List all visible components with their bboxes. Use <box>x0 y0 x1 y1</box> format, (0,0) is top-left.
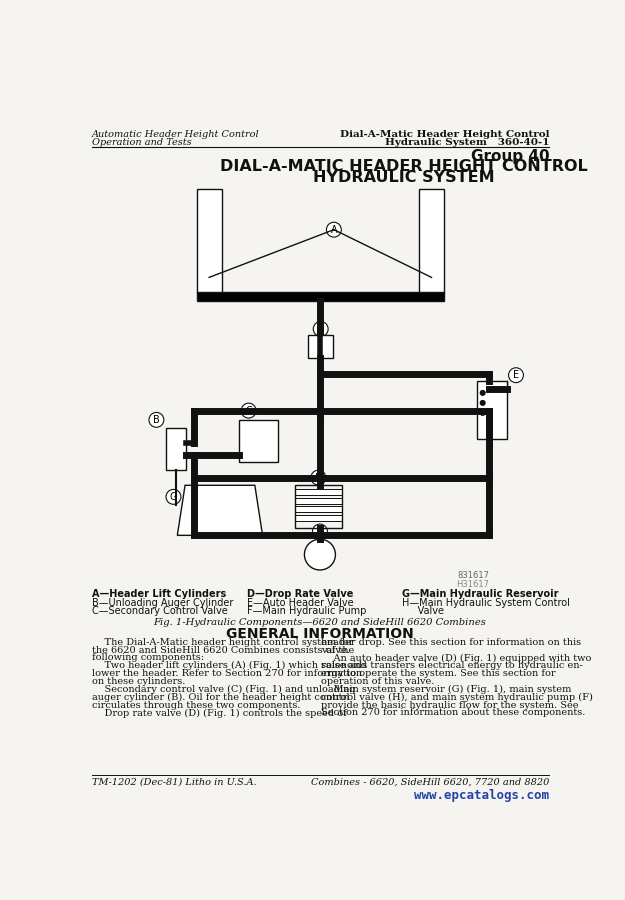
Bar <box>295 498 342 504</box>
Text: H: H <box>315 472 322 482</box>
Text: operation of this valve.: operation of this valve. <box>321 677 434 686</box>
Text: Automatic Header Height Control: Automatic Header Height Control <box>92 130 260 139</box>
Text: C—Secondary Control Valve: C—Secondary Control Valve <box>92 607 228 616</box>
Text: H—Main Hydraulic System Control: H—Main Hydraulic System Control <box>402 598 570 608</box>
Text: The Dial-A-Matic header height control system for: The Dial-A-Matic header height control s… <box>92 638 354 647</box>
Text: F: F <box>317 526 322 536</box>
Text: valve.: valve. <box>321 645 349 654</box>
Bar <box>295 485 342 527</box>
Text: auger cylinder (B). Oil for the header height control: auger cylinder (B). Oil for the header h… <box>92 693 350 702</box>
Bar <box>239 419 278 463</box>
Text: B—Unloading Auger Cylinder: B—Unloading Auger Cylinder <box>92 598 234 608</box>
Text: DIAL-A-MATIC HEADER HEIGHT CONTROL: DIAL-A-MATIC HEADER HEIGHT CONTROL <box>220 158 588 174</box>
Text: circulates through these two components.: circulates through these two components. <box>92 700 301 709</box>
Text: control valve (H), and main system hydraulic pump (F): control valve (H), and main system hydra… <box>321 693 592 702</box>
Text: ergy to operate the system. See this section for: ergy to operate the system. See this sec… <box>321 670 556 679</box>
Text: G—Main Hydraulic Reservoir: G—Main Hydraulic Reservoir <box>402 590 559 599</box>
Text: E: E <box>513 370 519 380</box>
Bar <box>295 515 342 521</box>
Bar <box>308 335 333 358</box>
Text: G: G <box>170 491 177 502</box>
Text: HYDRAULIC SYSTEM: HYDRAULIC SYSTEM <box>313 169 494 184</box>
Text: Hydraulic System   360-40-1: Hydraulic System 360-40-1 <box>385 138 549 147</box>
Text: B: B <box>153 415 160 425</box>
Text: An auto header valve (D) (Fig. 1) equipped with two: An auto header valve (D) (Fig. 1) equipp… <box>321 653 591 662</box>
Text: GENERAL INFORMATION: GENERAL INFORMATION <box>226 627 414 641</box>
Text: provide the basic hydraulic flow for the system. See: provide the basic hydraulic flow for the… <box>321 700 578 709</box>
Text: A—Header Lift Cylinders: A—Header Lift Cylinders <box>92 590 226 599</box>
Bar <box>166 428 186 470</box>
Text: TM-1202 (Dec-81) Litho in U.S.A.: TM-1202 (Dec-81) Litho in U.S.A. <box>92 778 257 787</box>
Circle shape <box>304 539 336 570</box>
Text: Section 270 for information about these components.: Section 270 for information about these … <box>321 708 585 717</box>
Text: Fig. 1-Hydraulic Components—6620 and SideHill 6620 Combines: Fig. 1-Hydraulic Components—6620 and Sid… <box>154 617 486 626</box>
Text: F—Main Hydraulic Pump: F—Main Hydraulic Pump <box>247 607 366 616</box>
Text: D—Drop Rate Valve: D—Drop Rate Valve <box>247 590 354 599</box>
Circle shape <box>481 400 485 405</box>
Text: www.epcatalogs.com: www.epcatalogs.com <box>414 789 549 803</box>
Text: Two header lift cylinders (A) (Fig. 1) which raise and: Two header lift cylinders (A) (Fig. 1) w… <box>92 662 367 670</box>
Text: Valve: Valve <box>402 607 444 616</box>
Bar <box>419 189 444 292</box>
Text: lower the header. Refer to Section 270 for information: lower the header. Refer to Section 270 f… <box>92 670 362 679</box>
Text: solenoids transfers electrical energy to hydraulic en-: solenoids transfers electrical energy to… <box>321 662 582 670</box>
Bar <box>295 490 342 495</box>
Bar <box>478 382 507 439</box>
Bar <box>295 506 342 512</box>
Bar <box>197 292 444 301</box>
Text: H31617: H31617 <box>456 580 489 589</box>
Polygon shape <box>177 485 262 536</box>
Text: header drop. See this section for information on this: header drop. See this section for inform… <box>321 638 581 647</box>
Circle shape <box>481 391 485 395</box>
Text: Dial-A-Matic Header Height Control: Dial-A-Matic Header Height Control <box>340 130 549 139</box>
Bar <box>197 189 221 292</box>
Circle shape <box>481 410 485 415</box>
Text: the 6620 and SideHill 6620 Combines consists of the: the 6620 and SideHill 6620 Combines cons… <box>92 645 354 654</box>
Text: Group 40: Group 40 <box>471 148 549 164</box>
Text: Secondary control valve (C) (Fig. 1) and unloading: Secondary control valve (C) (Fig. 1) and… <box>92 685 356 694</box>
Text: 831617: 831617 <box>457 571 489 580</box>
Text: A: A <box>331 225 338 235</box>
Text: on these cylinders.: on these cylinders. <box>92 677 186 686</box>
Text: Combines - 6620, SideHill 6620, 7720 and 8820: Combines - 6620, SideHill 6620, 7720 and… <box>311 778 549 787</box>
Text: following components:: following components: <box>92 653 204 662</box>
Text: D: D <box>317 324 324 334</box>
Text: E—Auto Header Valve: E—Auto Header Valve <box>247 598 354 608</box>
Text: Operation and Tests: Operation and Tests <box>92 138 192 147</box>
Text: C: C <box>245 406 252 416</box>
Text: Main system reservoir (G) (Fig. 1), main system: Main system reservoir (G) (Fig. 1), main… <box>321 685 571 694</box>
Text: Drop rate valve (D) (Fig. 1) controls the speed of: Drop rate valve (D) (Fig. 1) controls th… <box>92 708 347 717</box>
